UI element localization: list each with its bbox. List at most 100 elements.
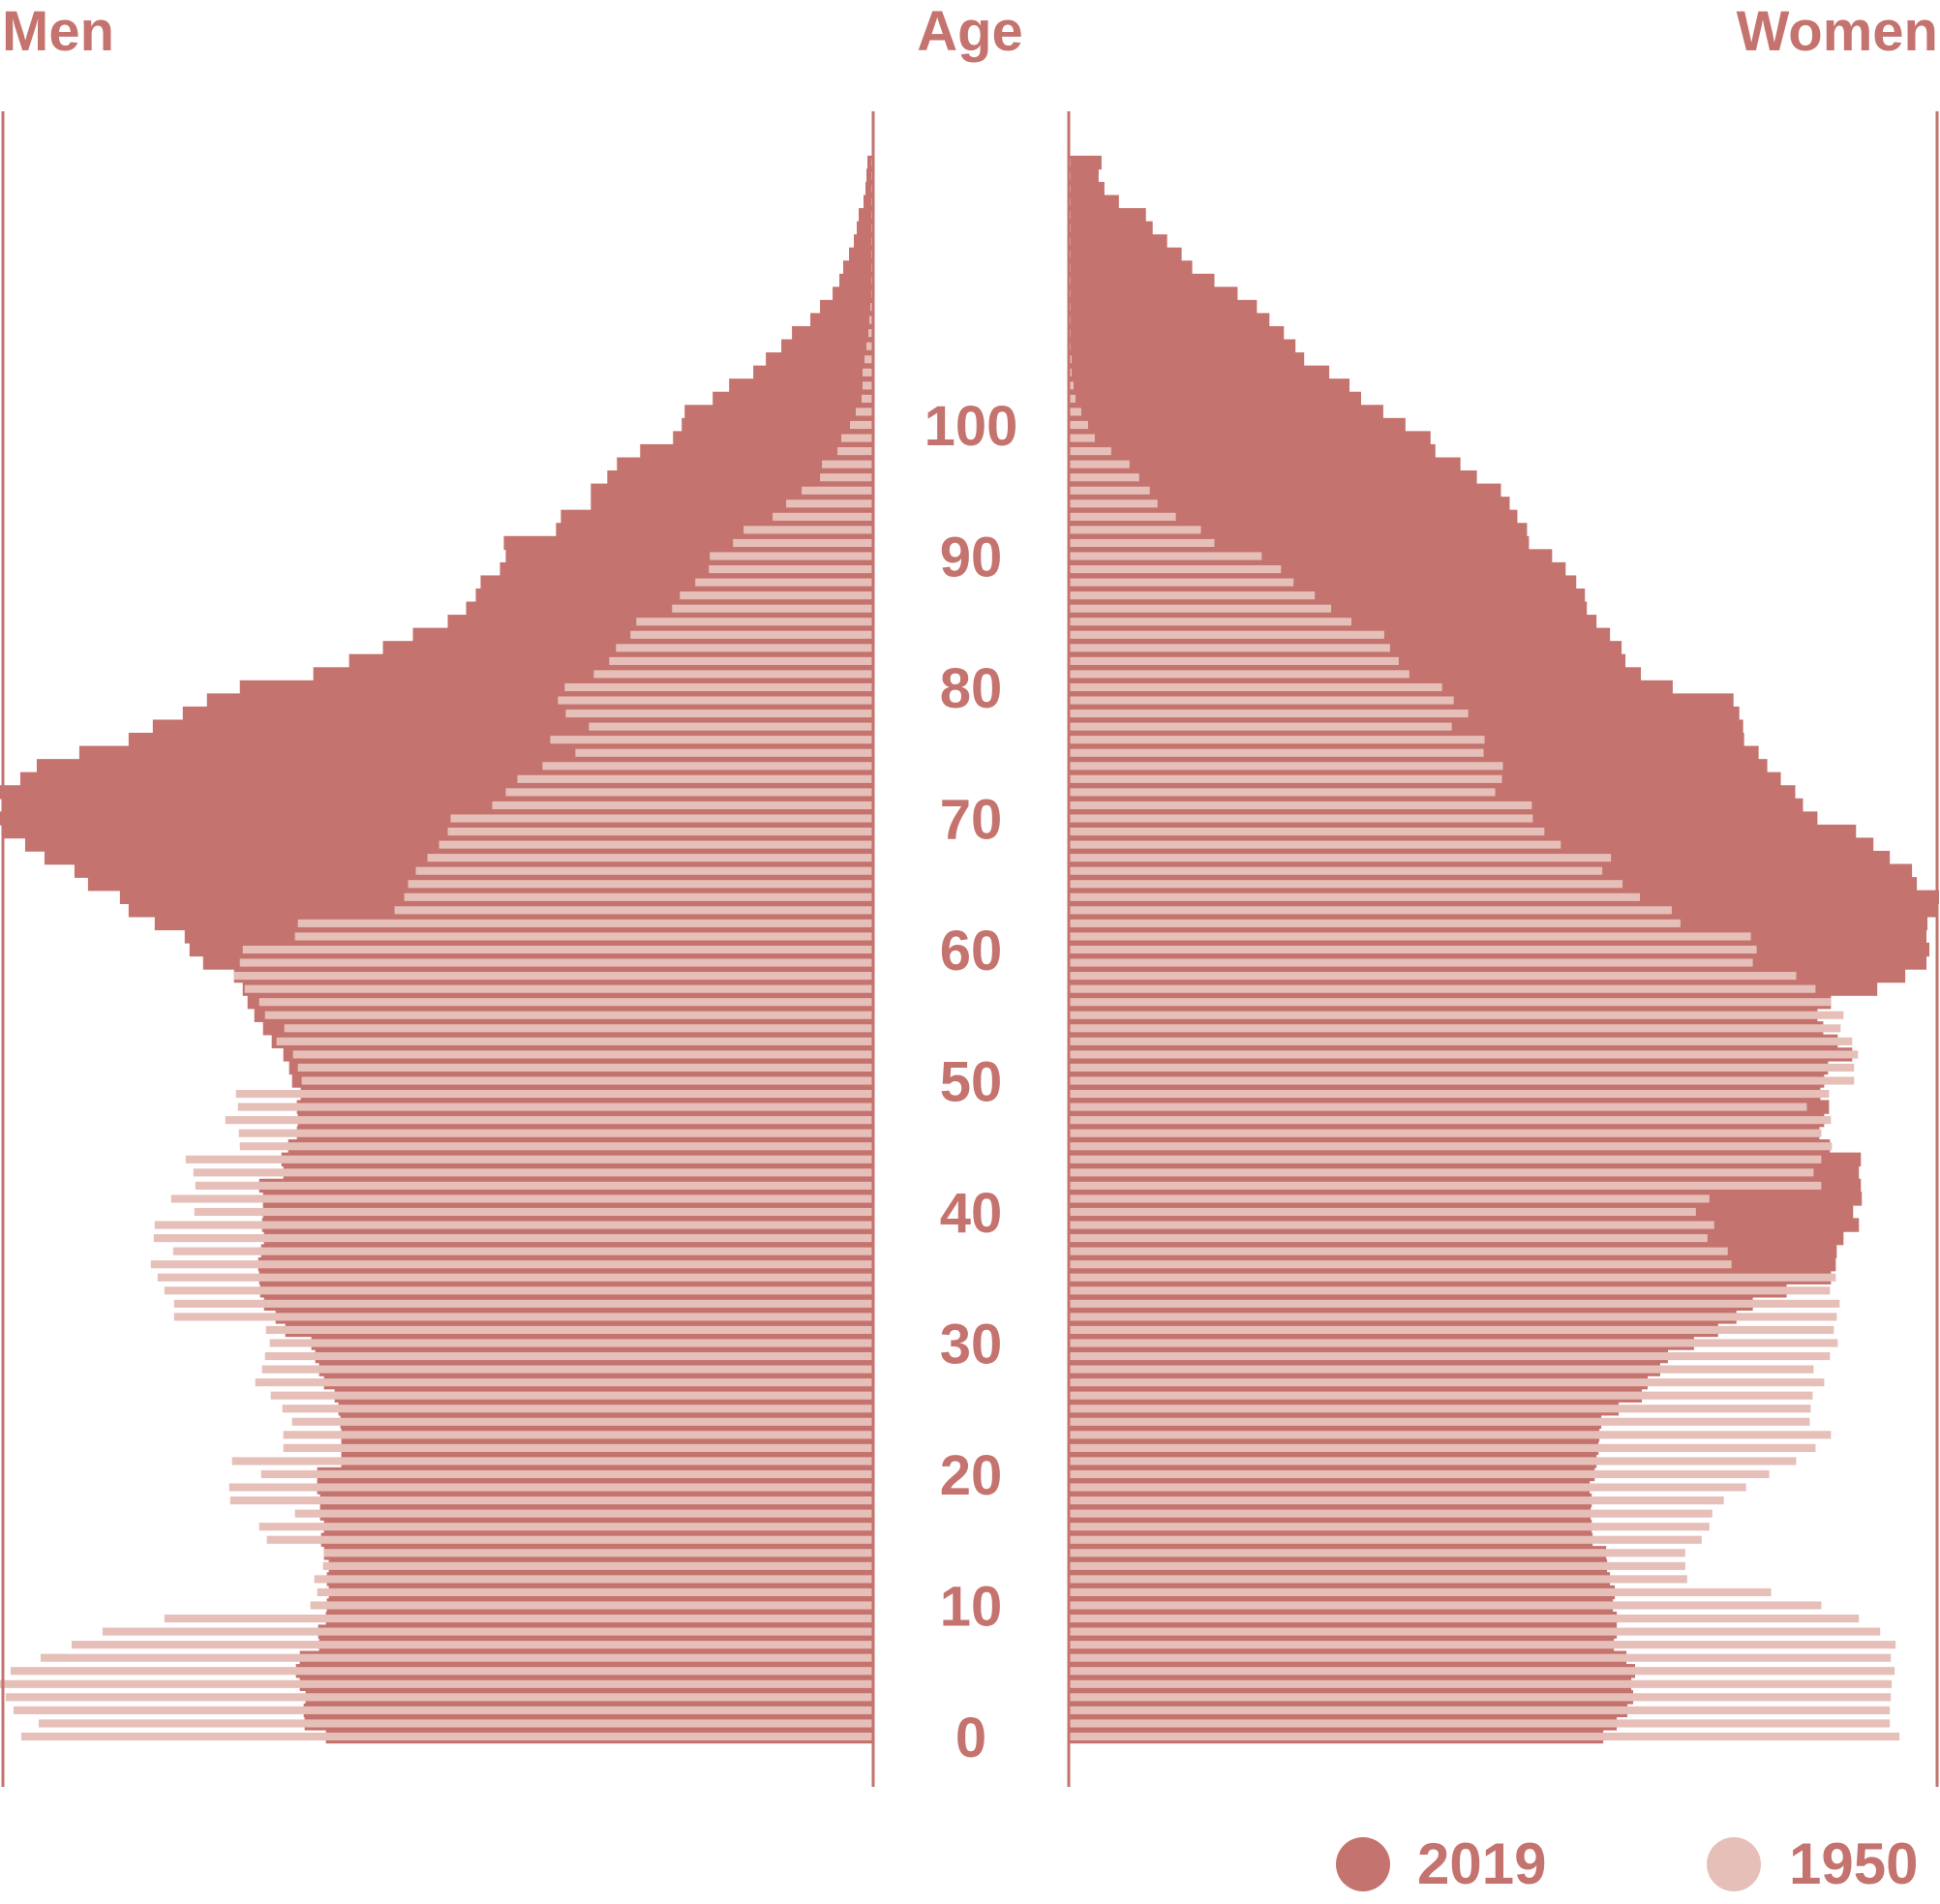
bar-women-1950-age-79 [1070,696,1454,705]
bar-women-1950-age-23 [1070,1431,1832,1439]
bar-men-1950-age-52 [292,1050,872,1059]
bar-women-1950-age-77 [1070,722,1452,731]
bar-women-2019-age-119 [1070,168,1099,183]
bar-men-1950-age-86 [672,604,872,613]
bar-women-1950-age-92 [1070,526,1201,534]
bar-women-1950-age-34 [1070,1286,1831,1295]
bar-women-2019-age-114 [1070,234,1167,249]
bar-women-1950-age-88 [1070,578,1294,587]
age-label: Age [917,0,1023,63]
bar-men-1950-age-108 [869,316,872,324]
bar-men-1950-age-16 [258,1523,872,1531]
bar-men-1950-age-3 [6,1693,872,1702]
bar-women-1950-age-72 [1070,788,1496,797]
bar-men-1950-age-51 [297,1063,872,1073]
bar-men-2019-age-98 [640,443,872,459]
bar-men-1950-age-97 [822,460,872,468]
bar-women-2019-age-111 [1070,273,1215,288]
bar-women-1950-age-7 [1070,1641,1896,1649]
men-label: Men [2,0,114,63]
bar-men-1950-age-36 [150,1260,872,1269]
bar-women-1950-age-69 [1070,827,1545,836]
bar-women-1950-age-13 [1070,1561,1685,1570]
bar-women-1950-age-42 [1070,1181,1822,1190]
bar-men-2019-age-100 [682,417,872,433]
legend-1950-label: 1950 [1789,1831,1918,1896]
bar-men-1950-age-2 [13,1706,873,1714]
bar-men-1950-age-44 [185,1155,873,1164]
age-tick-90: 90 [940,527,1003,589]
bar-men-1950-age-78 [565,710,872,718]
bar-men-1950-age-101 [856,408,872,416]
legend: 2019 1950 [1336,1831,1918,1896]
bar-men-1950-age-49 [235,1089,873,1099]
bar-women-1950-age-95 [1070,486,1150,495]
bar-women-1950-age-96 [1070,473,1139,482]
age-tick-70: 70 [940,789,1003,852]
bar-men-1950-age-64 [404,892,872,901]
bar-men-1950-age-35 [157,1273,872,1282]
bar-women-2019-age-96 [1070,470,1477,485]
bar-men-1950-age-42 [195,1181,872,1190]
bar-men-2019-age-113 [849,247,872,262]
axes [1,111,1939,1787]
bar-women-2019-age-101 [1070,405,1383,419]
bar-men-1950-age-28 [261,1365,872,1374]
bar-men-1950-age-13 [322,1561,872,1570]
bar-women-1950-age-28 [1070,1365,1814,1374]
bar-women-1950-age-25 [1070,1405,1811,1413]
bar-women-1950-age-104 [1070,368,1072,377]
bar-men-1950-age-41 [170,1194,872,1203]
age-tick-labels: 0 10 20 30 40 50 60 70 80 90 100 [925,395,1018,1769]
bar-men-1950-age-17 [294,1509,872,1518]
bar-men-1950-age-59 [239,958,873,967]
bar-women-2019-age-117 [1070,195,1119,209]
bar-women-1950-age-14 [1070,1549,1685,1557]
bar-women-1950-age-89 [1070,564,1282,574]
bar-women-1950-age-58 [1070,972,1797,981]
bar-women-1950-age-81 [1070,670,1410,679]
bar-men-1950-age-25 [282,1405,872,1413]
bar-women-1950-age-75 [1070,748,1484,757]
bar-men-1950-age-31 [265,1325,872,1335]
age-tick-30: 30 [940,1314,1003,1376]
bar-women-1950-age-57 [1070,984,1816,993]
bar-men-1950-age-33 [173,1299,873,1308]
bar-women-1950-age-52 [1070,1050,1859,1059]
bar-women-1950-age-97 [1070,460,1130,468]
bar-men-1950-age-76 [550,736,872,744]
bar-women-1950-age-87 [1070,591,1316,600]
bar-women-1950-age-49 [1070,1089,1830,1099]
bar-women-2019-age-98 [1070,443,1436,459]
bar-men-1950-age-43 [193,1168,872,1177]
bar-women-2019-age-120 [1070,155,1102,170]
bar-men-2019-age-112 [843,260,872,275]
bar-women-1950-age-41 [1070,1194,1710,1203]
bar-men-2019-age-105 [766,352,872,367]
bar-men-1950-age-0 [20,1732,873,1741]
bar-men-2019-age-110 [833,287,872,301]
bar-women-1950-age-43 [1070,1168,1814,1177]
bar-men-2019-age-103 [729,378,872,393]
bar-women-1950-age-1 [1070,1719,1891,1728]
bar-women-1950-age-64 [1070,892,1641,901]
bar-women-1950-age-3 [1070,1693,1892,1702]
bar-women-2019-age-108 [1070,313,1270,327]
bar-women-1950-age-40 [1070,1207,1696,1217]
bar-men-1950-age-107 [868,329,872,338]
bar-men-1950-age-9 [164,1614,872,1623]
bar-women-1950-age-0 [1070,1732,1900,1741]
bar-men-1950-age-84 [630,630,872,639]
bar-women-1950-age-22 [1070,1443,1816,1452]
bar-women-1950-age-9 [1070,1614,1860,1623]
bar-men-1950-age-48 [237,1103,873,1111]
bar-men-1950-age-62 [297,919,872,927]
bar-women-1950-age-55 [1070,1011,1844,1019]
bar-men-1950-age-46 [238,1129,873,1137]
bar-men-2019-age-114 [854,234,872,249]
bar-women-1950-age-15 [1070,1535,1702,1544]
bar-women-1950-age-91 [1070,538,1215,548]
bar-men-1950-age-18 [229,1496,873,1505]
bar-women-1950-age-30 [1070,1339,1838,1347]
